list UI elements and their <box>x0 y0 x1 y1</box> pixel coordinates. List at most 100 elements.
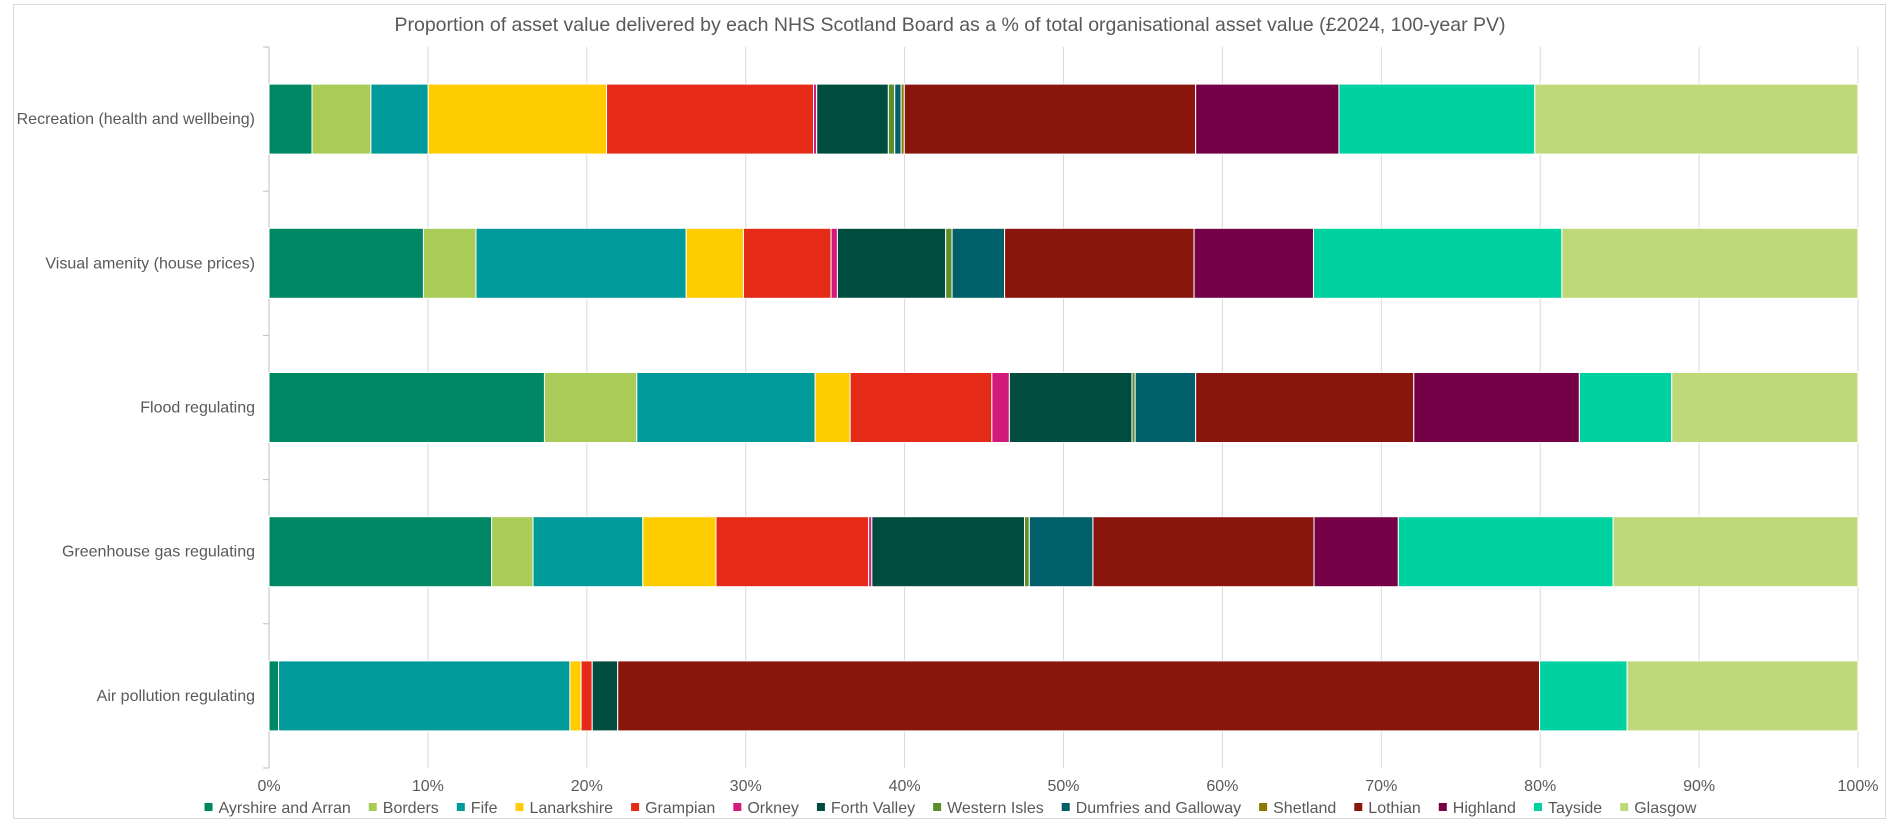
bar-segment <box>903 83 1197 155</box>
chart-title: Proportion of asset value delivered by e… <box>394 14 1505 36</box>
bar-segment <box>951 227 1006 299</box>
legend-label: Western Isles <box>947 800 1044 817</box>
bar-segment <box>268 660 280 732</box>
legend-item: Tayside <box>1533 800 1602 817</box>
x-tick-label: 60% <box>1206 778 1238 795</box>
legend-label: Tayside <box>1548 800 1602 817</box>
bar-segment <box>543 372 638 443</box>
bar-segment <box>642 516 717 588</box>
legend-item: Western Isles <box>933 800 1044 817</box>
x-tick-label: 30% <box>730 778 762 795</box>
legend-swatch <box>515 803 524 811</box>
legend-swatch <box>933 803 942 811</box>
stacked-bar-chart: Proportion of asset value delivered by e… <box>17 14 1879 817</box>
bar-segment <box>1134 372 1197 443</box>
bar-segment <box>685 227 744 299</box>
chart-frame: Proportion of asset value delivered by e… <box>13 4 1886 819</box>
bar-segment <box>1626 660 1859 732</box>
legend-item: Ayrshire and Arran <box>204 800 351 817</box>
bar-segment <box>591 660 619 732</box>
legend-label: Shetland <box>1273 800 1336 817</box>
bar-segment <box>491 516 534 588</box>
bar-segment <box>871 516 1026 588</box>
legend-item: Lothian <box>1354 800 1421 817</box>
legend-item: Dumfries and Galloway <box>1061 800 1241 817</box>
category-label: Recreation (health and wellbeing) <box>17 111 255 128</box>
bar-segment <box>816 83 889 155</box>
bar-segment <box>1195 372 1415 443</box>
bar-segment <box>1028 516 1094 588</box>
legend-label: Glasgow <box>1634 800 1697 817</box>
bar-segment <box>1413 372 1580 443</box>
x-tick-label: 20% <box>571 778 603 795</box>
bar-segment <box>268 227 424 299</box>
legend-item: Grampian <box>631 800 715 817</box>
bar-segment <box>1397 516 1614 588</box>
category-label: Flood regulating <box>140 400 255 417</box>
bar-segment <box>1578 372 1673 443</box>
bar-segment <box>1338 83 1536 155</box>
bar-segment <box>1193 227 1314 299</box>
x-tick-label: 0% <box>257 778 280 795</box>
bar-segment <box>636 372 816 443</box>
bar-segment <box>475 227 687 299</box>
bar-segment <box>1312 227 1563 299</box>
bar-segment <box>1671 372 1859 443</box>
legend-label: Dumfries and Galloway <box>1076 800 1241 817</box>
bar-segment <box>268 516 493 588</box>
legend-swatch <box>368 803 377 811</box>
value-axis: 0% 10% 20% 30% 40% 50% 60% 70% 80% 90% 100% <box>257 778 1878 795</box>
category-label: Visual amenity (house prices) <box>45 255 255 272</box>
bar-segment <box>1539 660 1628 732</box>
bar-segment <box>370 83 429 155</box>
bar-segment <box>742 227 832 299</box>
legend-label: Orkney <box>747 800 799 817</box>
bar-segment <box>894 83 902 155</box>
x-tick-label: 70% <box>1365 778 1397 795</box>
bar-segment <box>1004 227 1195 299</box>
bar-segment <box>887 83 896 155</box>
legend: Ayrshire and Arran Borders Fife Lanarkshire… <box>204 800 1697 817</box>
legend-item: Highland <box>1438 800 1516 817</box>
legend-swatch <box>204 803 213 811</box>
bar-segment <box>427 83 608 155</box>
legend-swatch <box>1061 803 1070 811</box>
bar-segment <box>569 660 582 732</box>
x-tick-label: 90% <box>1683 778 1715 795</box>
x-tick-label: 50% <box>1047 778 1079 795</box>
x-tick-label: 10% <box>412 778 444 795</box>
bar-segment <box>1195 83 1340 155</box>
legend-label: Fife <box>471 800 498 817</box>
bar-segment <box>532 516 644 588</box>
bar-segment <box>1534 83 1859 155</box>
bar-segment <box>606 83 815 155</box>
bar-segment <box>715 516 870 588</box>
legend-item: Shetland <box>1259 800 1336 817</box>
legend-label: Lanarkshire <box>529 800 613 817</box>
x-tick-label: 80% <box>1524 778 1556 795</box>
legend-swatch <box>1620 803 1629 811</box>
bar-segment <box>268 372 545 443</box>
legend-swatch <box>1354 803 1363 811</box>
legend-swatch <box>1438 803 1447 811</box>
legend-label: Forth Valley <box>831 800 915 817</box>
bar-segment <box>830 227 838 299</box>
bar-segment <box>422 227 477 299</box>
legend-label: Lothian <box>1368 800 1421 817</box>
bar-segment <box>1092 516 1315 588</box>
bar-segment <box>849 372 993 443</box>
bar-segment <box>991 372 1010 443</box>
bar-segment <box>945 227 953 299</box>
bar-segment <box>311 83 372 155</box>
legend-label: Grampian <box>645 800 715 817</box>
legend-label: Ayrshire and Arran <box>219 800 351 817</box>
bar-segments <box>268 83 1859 732</box>
legend-item: Glasgow <box>1620 800 1697 817</box>
legend-item: Orkney <box>733 800 799 817</box>
legend-label: Borders <box>383 800 439 817</box>
legend-swatch <box>631 803 640 811</box>
legend-swatch <box>1259 803 1268 811</box>
bar-segment <box>1612 516 1859 588</box>
bar-segment <box>580 660 593 732</box>
bar-segment <box>1561 227 1859 299</box>
